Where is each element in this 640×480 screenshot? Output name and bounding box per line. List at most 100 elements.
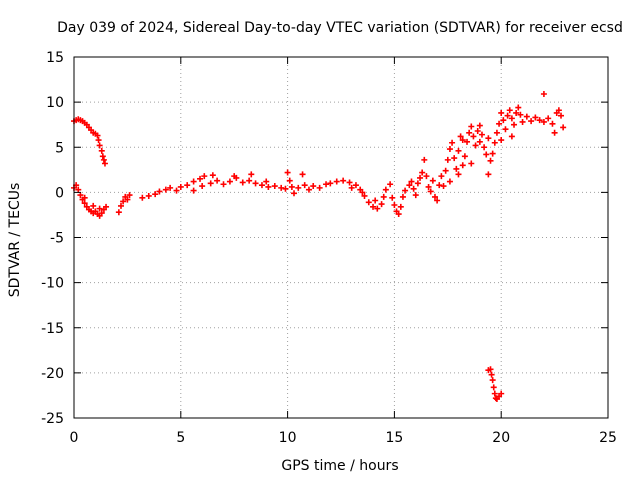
data-point [421, 156, 428, 163]
x-tick-label: 5 [176, 430, 185, 446]
data-point [310, 183, 317, 190]
data-point [508, 133, 515, 140]
data-point [515, 104, 522, 111]
data-point [414, 180, 421, 187]
data-point [177, 183, 184, 190]
data-point [468, 123, 475, 130]
data-point [419, 169, 426, 176]
x-tick-label: 10 [279, 430, 297, 446]
data-point [476, 122, 483, 129]
data-point [498, 109, 505, 116]
data-point [96, 142, 103, 149]
data-point [365, 199, 372, 206]
data-point [156, 188, 163, 195]
data-point [489, 377, 496, 384]
data-point [446, 178, 453, 185]
data-point [555, 107, 562, 114]
data-point [100, 156, 107, 163]
data-point [305, 186, 312, 193]
data-point [258, 182, 265, 189]
data-point [184, 182, 191, 189]
y-tick-label: 10 [46, 95, 64, 111]
x-tick-label: 25 [599, 430, 617, 446]
data-point [511, 121, 518, 128]
data-point [115, 209, 122, 216]
data-point [406, 182, 413, 189]
data-point [502, 126, 509, 133]
data-point [506, 107, 513, 114]
data-point [468, 160, 475, 167]
data-point [438, 173, 445, 180]
data-point [316, 184, 323, 191]
data-point [513, 109, 520, 116]
data-point [498, 390, 505, 397]
data-point [301, 182, 308, 189]
data-point [90, 202, 97, 209]
data-point [239, 179, 246, 186]
data-point [96, 205, 103, 212]
data-point [429, 177, 436, 184]
data-point [139, 194, 146, 201]
data-point [487, 366, 494, 373]
data-point [551, 129, 558, 136]
data-point [490, 384, 497, 391]
data-point [485, 171, 492, 178]
data-point [498, 137, 505, 144]
data-point [197, 175, 204, 182]
data-point [442, 167, 449, 174]
data-point [374, 205, 381, 212]
data-point [560, 124, 567, 131]
data-point [352, 182, 359, 189]
data-point [427, 188, 434, 195]
data-point [382, 186, 389, 193]
data-point [492, 395, 499, 402]
data-point [98, 210, 105, 217]
data-point [291, 190, 298, 197]
data-point [265, 183, 272, 190]
data-point [295, 184, 302, 191]
data-point [485, 135, 492, 142]
data-point [207, 180, 214, 187]
data-point [190, 187, 197, 194]
data-point [412, 192, 419, 199]
data-point [470, 133, 477, 140]
data-point [94, 132, 101, 139]
data-point [145, 192, 152, 199]
data-point [278, 184, 285, 191]
data-point [417, 174, 424, 181]
data-point [370, 203, 377, 210]
data-point [220, 181, 227, 188]
data-point [389, 194, 396, 201]
data-point [231, 173, 238, 180]
data-point [98, 147, 105, 154]
data-point [545, 115, 552, 122]
chart-title: Day 039 of 2024, Sidereal Day-to-day VTE… [57, 20, 623, 36]
scatter-points [71, 91, 567, 403]
data-point [487, 157, 494, 164]
data-point [493, 129, 500, 136]
data-point [333, 178, 340, 185]
data-point [472, 142, 479, 149]
data-point [549, 120, 556, 127]
y-tick-label: -25 [41, 411, 64, 427]
data-point [327, 180, 334, 187]
data-point [536, 117, 543, 124]
y-tick-label: 0 [55, 185, 64, 201]
y-tick-label: 5 [55, 140, 64, 156]
data-point [167, 184, 174, 191]
grid [74, 57, 608, 418]
data-point [81, 194, 88, 201]
data-point [504, 112, 511, 119]
data-point [540, 118, 547, 125]
data-point [476, 138, 483, 145]
data-point [455, 147, 462, 154]
data-point [399, 193, 406, 200]
data-point [558, 112, 565, 119]
y-axis-label: SDTVAR / TECUs [7, 183, 23, 298]
data-point [95, 137, 102, 144]
data-point [449, 139, 456, 146]
data-point [466, 129, 473, 136]
data-point [540, 91, 547, 98]
data-point [500, 117, 507, 124]
